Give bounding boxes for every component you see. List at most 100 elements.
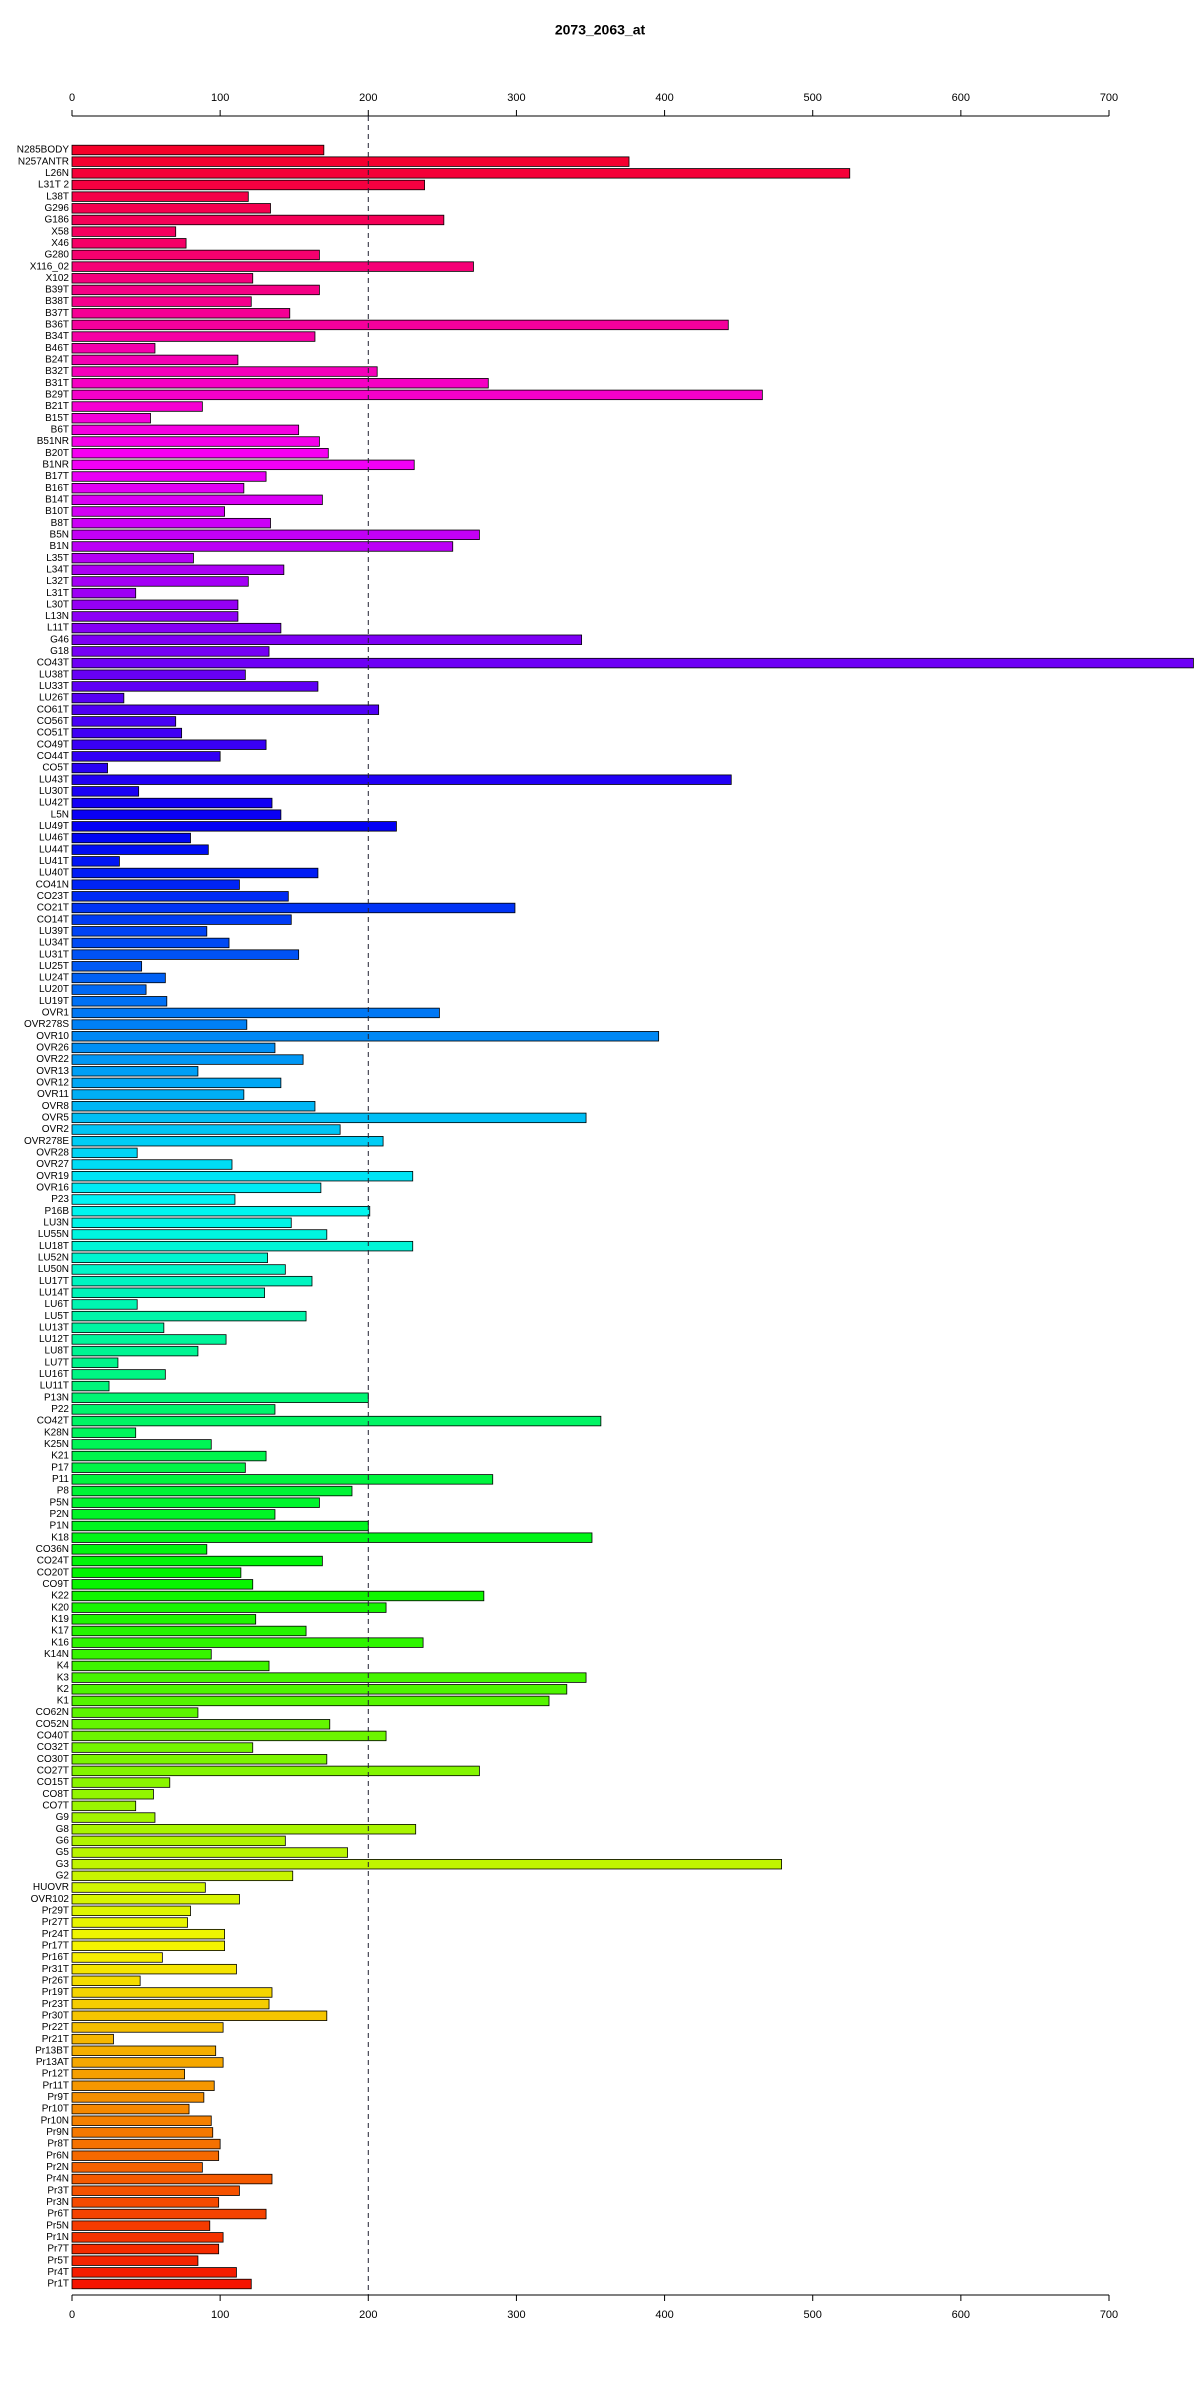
bar	[71, 692, 125, 704]
y-tick-label: LU11T	[40, 1381, 69, 1392]
y-tick-label: LU12T	[39, 1334, 69, 1345]
bar	[71, 611, 239, 622]
y-tick-label: CO5T	[42, 763, 69, 774]
bar	[71, 961, 143, 972]
x-tick-label: 400	[655, 2309, 673, 2321]
bar	[71, 1322, 165, 1333]
bar	[71, 389, 763, 401]
y-tick-label: B51NR	[37, 436, 69, 447]
bar	[71, 331, 316, 342]
y-tick-label: Pr26T	[42, 1975, 69, 1986]
y-tick-label: P5N	[50, 1497, 69, 1508]
bar	[71, 1520, 369, 1532]
bar	[71, 2185, 240, 2196]
bar	[71, 261, 474, 272]
y-tick-label: CO56T	[37, 716, 69, 727]
y-tick-label: K21	[51, 1451, 69, 1462]
bar	[71, 506, 225, 517]
y-tick-label: L31T 2	[38, 180, 69, 191]
bar	[71, 1159, 233, 1170]
y-tick-label: G2	[56, 1870, 70, 1881]
bar	[71, 2010, 328, 2021]
y-tick-label: LU55N	[38, 1229, 69, 1240]
y-tick-label: Pr16T	[42, 1952, 69, 1963]
y-tick-label: LU8T	[45, 1346, 69, 1357]
y-tick-label: Pr13AT	[36, 2057, 69, 2068]
bar	[71, 1812, 156, 1823]
bar	[71, 2173, 273, 2185]
bar	[71, 996, 168, 1007]
y-tick-label: LU50N	[38, 1264, 69, 1275]
bar	[71, 1205, 371, 1217]
y-tick-label: B36T	[45, 320, 69, 331]
y-tick-label: B34T	[45, 331, 69, 342]
y-tick-label: L34T	[46, 564, 69, 575]
bar	[71, 459, 415, 471]
y-tick-label: CO27T	[37, 1766, 69, 1777]
bar	[71, 144, 325, 156]
bar	[71, 2255, 199, 2266]
bar	[71, 902, 516, 914]
bar	[71, 1614, 257, 1625]
bar	[71, 1928, 225, 1940]
bar	[71, 2267, 237, 2278]
y-tick-label: X46	[51, 238, 69, 249]
bar	[71, 1229, 328, 1240]
y-tick-label: LU3N	[43, 1217, 69, 1228]
bar	[71, 1590, 485, 1602]
bar	[71, 1124, 341, 1135]
bar	[71, 1707, 199, 1718]
y-tick-label: CO15T	[37, 1777, 69, 1788]
bar	[71, 1089, 245, 1100]
bar	[71, 1963, 237, 1975]
bar	[71, 1497, 320, 1508]
x-tick-label: 300	[507, 2309, 525, 2321]
y-tick-label: CO62N	[36, 1707, 69, 1718]
bar	[71, 1264, 286, 1275]
y-tick-label: B17T	[45, 471, 69, 482]
y-tick-label: B46T	[45, 343, 69, 354]
bar	[71, 1415, 602, 1427]
y-tick-label: B37T	[45, 308, 69, 319]
bar	[71, 1112, 587, 1124]
y-tick-label: CO51T	[37, 728, 69, 739]
bar	[71, 168, 851, 179]
y-tick-label: P16B	[45, 1206, 70, 1217]
bar	[71, 1765, 480, 1777]
y-tick-label: Pr8T	[47, 2139, 69, 2150]
bar	[71, 1171, 414, 1182]
y-tick-label: G18	[50, 646, 69, 657]
bar	[71, 2068, 185, 2080]
y-tick-label: Pr3N	[46, 2197, 69, 2208]
x-tick-label: 200	[359, 92, 377, 104]
y-tick-label: X116_02	[30, 261, 70, 272]
x-tick-label: 0	[69, 92, 75, 104]
bar	[71, 1287, 265, 1298]
bar	[71, 1544, 208, 1555]
y-tick-label: G3	[56, 1859, 70, 1870]
bar	[71, 1485, 353, 1497]
bar	[71, 1474, 494, 1485]
bar	[71, 821, 397, 832]
y-tick-label: LU13T	[39, 1322, 69, 1333]
y-tick-label: Pr3T	[47, 2185, 69, 2196]
bar	[71, 1730, 387, 1742]
x-tick-label: 400	[655, 92, 673, 104]
y-tick-label: L31T	[46, 588, 69, 599]
y-tick-label: B38T	[45, 296, 69, 307]
y-tick-label: OVR13	[36, 1066, 69, 1077]
y-tick-label: L30T	[46, 599, 69, 610]
bar	[71, 1066, 199, 1077]
bar	[71, 1007, 440, 1019]
y-tick-label: LU30T	[39, 786, 69, 797]
y-tick-label: OVR19	[36, 1171, 69, 1182]
y-tick-label: CO21T	[37, 903, 69, 914]
bar	[71, 2278, 252, 2290]
y-tick-label: OVR26	[36, 1043, 69, 1054]
bar	[71, 1824, 417, 1835]
bar	[71, 1509, 276, 1520]
bar	[71, 2232, 224, 2243]
y-tick-label: P1N	[50, 1521, 69, 1532]
bar	[71, 972, 166, 984]
